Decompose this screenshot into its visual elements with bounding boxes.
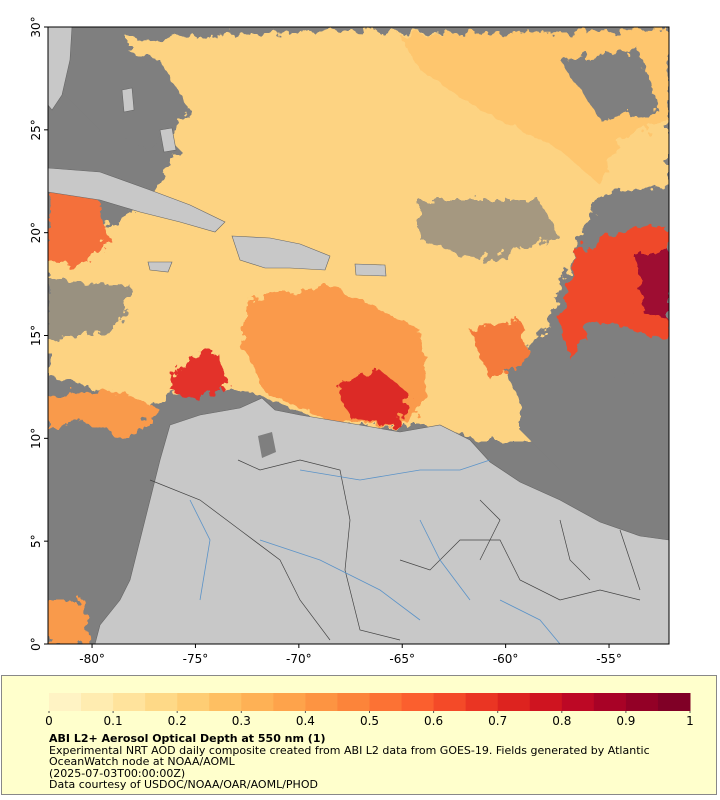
colorbar-tick-label: 0.3: [232, 714, 251, 728]
colorbar-cell: [145, 693, 178, 711]
y-tick-label: 25°: [29, 119, 43, 140]
colorbar-cell: [273, 693, 306, 711]
colorbar-cell: [465, 693, 499, 711]
colorbar-cell: [49, 693, 82, 711]
caption-title: ABI L2+ Aerosol Optical Depth at 550 nm …: [49, 732, 326, 745]
lake: [258, 432, 276, 458]
y-tick-label: 10°: [29, 428, 43, 449]
colorbar-cell: [625, 693, 659, 711]
colorbar-tick-label: 0.4: [296, 714, 315, 728]
x-tick-label: -60°: [493, 652, 519, 666]
colorbar-tick-label: 0.1: [104, 714, 123, 728]
colorbar-cell: [209, 693, 242, 711]
y-tick-label: 5°: [29, 534, 43, 548]
rivers: [189, 459, 561, 644]
x-tick-label: -65°: [389, 652, 415, 666]
colorbar-tick-label: 0.5: [360, 714, 379, 728]
caption: ABI L2+ Aerosol Optical Depth at 550 nm …: [49, 733, 679, 791]
legend-panel: 0 0.1 0.2 0.3 0.4 0.5 0.6 0.7 0.8 0.9 1 ABI L2+ Ae…: [1, 675, 717, 795]
colorbar-cell: [241, 693, 274, 711]
y-tick-label: 15°: [29, 325, 43, 346]
caption-line: (2025-07-03T00:00:00Z): [49, 766, 186, 780]
colorbar-cell: [401, 693, 435, 711]
colorbar-tick-label: 0.6: [424, 714, 443, 728]
caption-line: Data courtesy of USDOC/NOAA/OAR/AOML/PHO…: [49, 778, 318, 791]
colorbar-cell: [657, 693, 691, 711]
colorbar-tick-label: 1: [686, 714, 694, 728]
colorbar-cell: [81, 693, 114, 711]
colorbar-tick-label: 0: [45, 714, 53, 728]
colorbar-tick-label: 0.9: [616, 714, 635, 728]
colorbar-tick-label: 0.2: [168, 714, 187, 728]
x-tick-label: -55°: [596, 652, 622, 666]
colorbar-tick-label: 0.7: [488, 714, 507, 728]
colorbar-cell: [337, 693, 370, 711]
y-tick-label: 20°: [29, 222, 43, 243]
colorbar-cell: [369, 693, 403, 711]
colorbar-cell: [113, 693, 146, 711]
colorbar-cell: [529, 693, 563, 711]
colorbar-cell: [593, 693, 627, 711]
x-tick-label: -70°: [286, 652, 312, 666]
map-image: [48, 27, 669, 644]
colorbar-cell: [561, 693, 595, 711]
colorbar-tick-label: 0.8: [552, 714, 571, 728]
caption-line: Experimental NRT AOD daily composite cre…: [49, 743, 650, 768]
colorbar-cell: [177, 693, 210, 711]
colorbar-cell: [305, 693, 338, 711]
colorbar-cell: [433, 693, 467, 711]
borders: [149, 459, 641, 641]
y-tick-label: 0°: [29, 637, 43, 651]
colorbar-cell: [497, 693, 531, 711]
x-tick-label: -80°: [79, 652, 105, 666]
x-tick-label: -75°: [183, 652, 209, 666]
colorbar: 0 0.1 0.2 0.3 0.4 0.5 0.6 0.7 0.8 0.9 1: [45, 693, 694, 728]
map: -80° -75° -70° -65° -60° -55° 0° 5° 10° 15° 20° 25°…: [29, 16, 670, 666]
y-tick-label: 30°: [29, 16, 43, 37]
